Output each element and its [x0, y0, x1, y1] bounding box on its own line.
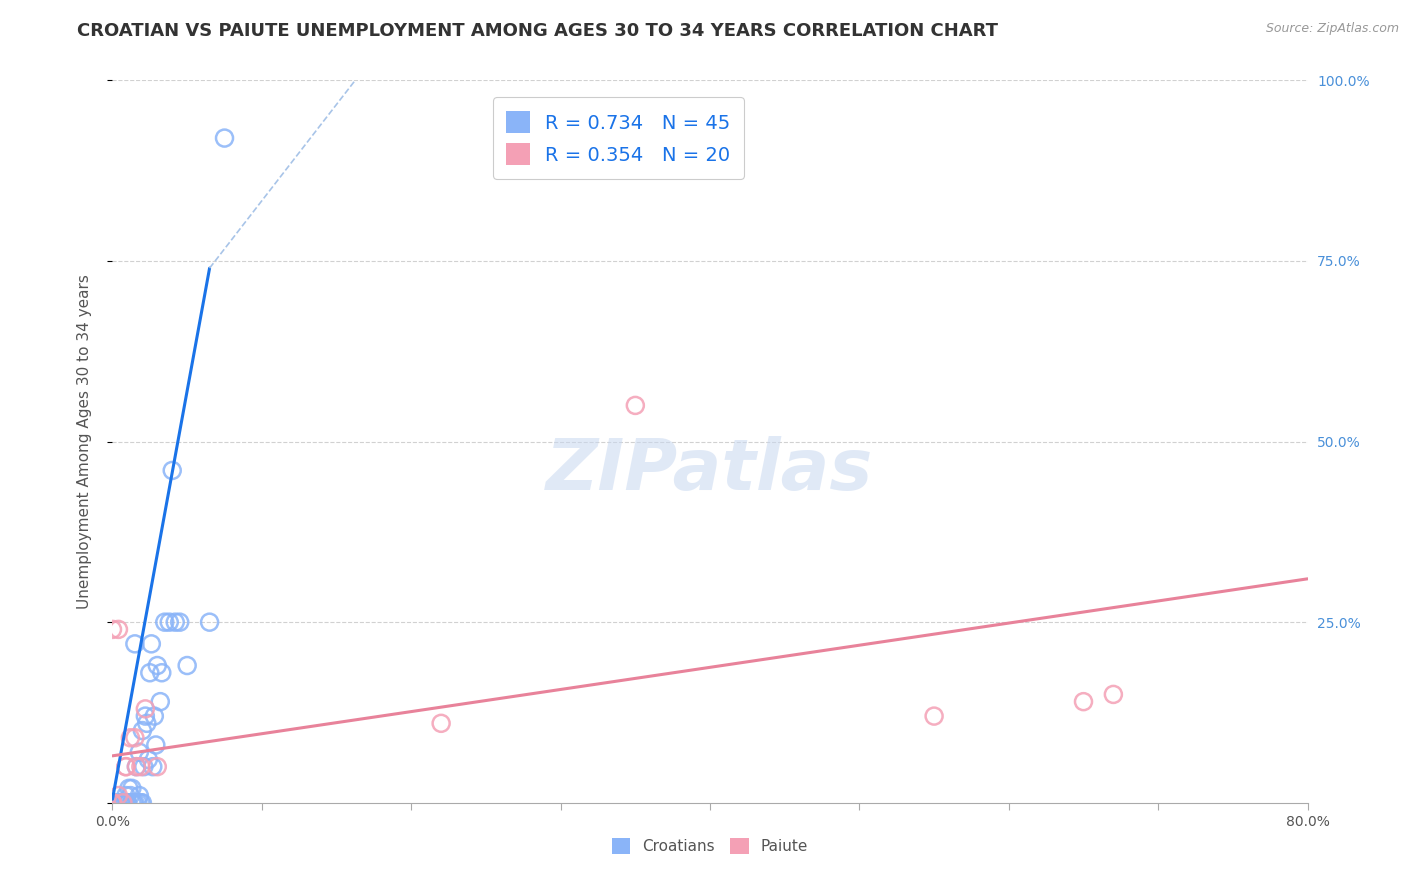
Point: [122, 796, 145, 810]
Point: [114, 796, 135, 810]
Point: [101, 796, 124, 810]
Legend: Croatians, Paiute: Croatians, Paiute: [606, 832, 814, 860]
Point: [120, 789, 142, 803]
Point: [131, 796, 153, 810]
Point: [115, 760, 138, 774]
Point: [107, 789, 129, 803]
Point: [121, 796, 143, 810]
Point: [214, 131, 236, 145]
Point: [128, 789, 150, 803]
Point: [145, 738, 167, 752]
Point: [134, 702, 156, 716]
Point: [118, 781, 141, 796]
Point: [129, 760, 152, 774]
Point: [131, 723, 153, 738]
Point: [125, 760, 148, 774]
Point: [139, 665, 162, 680]
Point: [624, 398, 647, 412]
Point: [134, 709, 156, 723]
Point: [176, 658, 198, 673]
Text: ZIPatlas: ZIPatlas: [547, 436, 873, 505]
Point: [124, 731, 146, 745]
Text: CROATIAN VS PAIUTE UNEMPLOYMENT AMONG AGES 30 TO 34 YEARS CORRELATION CHART: CROATIAN VS PAIUTE UNEMPLOYMENT AMONG AG…: [77, 22, 998, 40]
Point: [198, 615, 221, 630]
Point: [142, 760, 165, 774]
Point: [430, 716, 453, 731]
Point: [101, 796, 124, 810]
Point: [117, 796, 139, 810]
Point: [101, 796, 124, 810]
Y-axis label: Unemployment Among Ages 30 to 34 years: Unemployment Among Ages 30 to 34 years: [77, 274, 91, 609]
Point: [165, 615, 187, 630]
Point: [111, 796, 134, 810]
Point: [141, 637, 163, 651]
Point: [157, 615, 180, 630]
Point: [107, 623, 129, 637]
Point: [101, 796, 124, 810]
Point: [162, 463, 183, 477]
Point: [101, 623, 124, 637]
Point: [110, 796, 132, 810]
Point: [138, 752, 160, 766]
Point: [169, 615, 191, 630]
Point: [121, 781, 143, 796]
Point: [101, 796, 124, 810]
Point: [108, 796, 131, 810]
Point: [111, 796, 134, 810]
Point: [124, 637, 146, 651]
Point: [146, 760, 169, 774]
Point: [115, 760, 138, 774]
Point: [132, 760, 155, 774]
Point: [922, 709, 945, 723]
Point: [153, 615, 176, 630]
Point: [115, 789, 138, 803]
Text: Source: ZipAtlas.com: Source: ZipAtlas.com: [1265, 22, 1399, 36]
Point: [143, 709, 166, 723]
Point: [1073, 695, 1095, 709]
Point: [149, 695, 172, 709]
Point: [150, 665, 173, 680]
Point: [128, 745, 150, 759]
Point: [127, 796, 149, 810]
Point: [120, 731, 142, 745]
Point: [124, 796, 146, 810]
Point: [125, 760, 148, 774]
Point: [105, 796, 128, 810]
Point: [146, 658, 169, 673]
Point: [117, 796, 139, 810]
Point: [115, 796, 138, 810]
Point: [1102, 687, 1125, 701]
Point: [129, 796, 152, 810]
Point: [135, 716, 157, 731]
